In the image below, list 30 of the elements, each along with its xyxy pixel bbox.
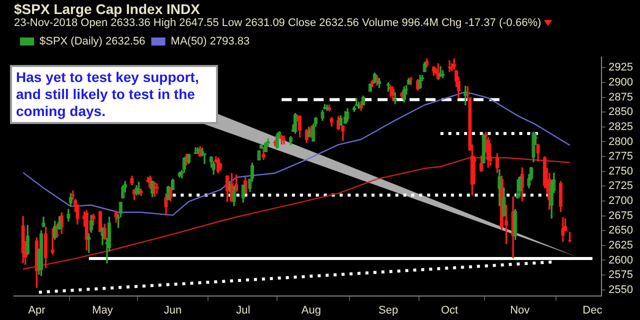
x-tick-label: Apr [28, 304, 46, 316]
y-tick-label: 2575 [608, 269, 634, 282]
x-tick-label: Jun [164, 304, 182, 316]
annotation: Has yet to test key support, and still likely to test in the coming days. [10, 65, 218, 124]
y-tick-label: 2800 [608, 136, 634, 148]
x-tick-label: Sep [378, 304, 398, 316]
chart-subtitle: 23-Nov-2018 Open 2633.36 High 2647.55 Low 2631.09 Close 2632.56 Volume 996.4M Chg -17.37 (-0.66%) [14, 17, 542, 29]
y-tick-label: 2850 [608, 106, 634, 118]
x-tick-label: Aug [301, 304, 321, 316]
legend-label: $SPX (Daily) 2632.56 [40, 36, 146, 48]
y-tick-label: 2825 [608, 120, 634, 133]
y-tick-label: 2650 [608, 224, 634, 237]
chart-title: $SPX Large Cap Index INDX [14, 1, 200, 17]
x-tick-label: May [92, 304, 114, 316]
y-tick-label: 2925 [608, 62, 634, 74]
legend-label: MA(50) 2793.83 [170, 36, 250, 48]
y-tick-label: 2750 [608, 165, 634, 178]
x-tick-label: Oct [440, 304, 458, 316]
x-tick-label: Jul [236, 304, 250, 316]
y-tick-label: 2625 [608, 239, 634, 252]
x-tick-label: Nov [510, 304, 530, 316]
y-tick-label: 2775 [608, 150, 634, 163]
y-tick-label: 2600 [608, 254, 634, 266]
y-tick-label: 2550 [608, 284, 634, 296]
y-tick-label: 2725 [608, 180, 634, 192]
x-tick-label: Dec [582, 304, 603, 316]
y-tick-label: 2900 [608, 76, 634, 89]
y-tick-label: 2875 [608, 91, 634, 104]
y-tick-label: 2700 [608, 195, 634, 208]
y-tick-label: 2675 [608, 210, 634, 222]
